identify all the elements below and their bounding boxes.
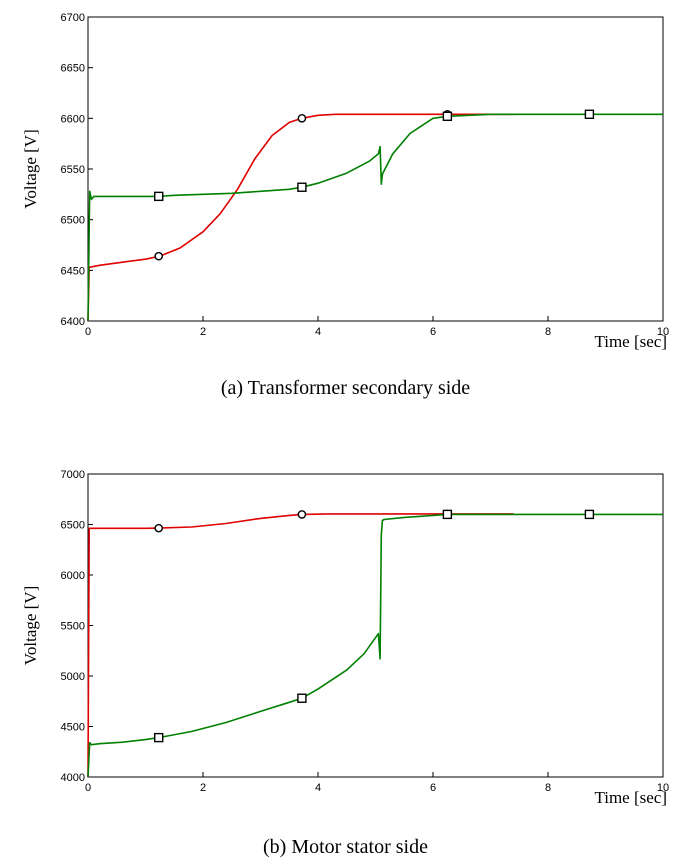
series-line-1 (87, 113, 663, 322)
series-marker-square (442, 111, 453, 122)
y-tick-label: 6000 (61, 570, 85, 582)
chart-panel-0: 0 2 4 6 8 10 6400 6450 6500 6550 6600 6650 6700 Time … (21, 12, 669, 399)
y-tick-label: 6450 (61, 265, 85, 277)
y-axis-label: Voltage [V] (21, 586, 40, 665)
y-tick-label: 5000 (61, 671, 85, 683)
plot-frame (87, 473, 664, 778)
x-tick-label: 4 (315, 782, 321, 794)
x-tick-label: 10 (657, 326, 669, 338)
y-tick-label: 4000 (61, 772, 85, 784)
series-marker-circle (297, 114, 307, 123)
series-marker-square (442, 509, 453, 520)
series-marker-square (297, 182, 307, 192)
x-tick-label: 8 (545, 326, 551, 338)
x-tick-label: 2 (200, 326, 206, 338)
x-tick-label: 2 (200, 782, 206, 794)
x-axis-label: Time [sec] (594, 788, 667, 807)
x-tick-label: 0 (85, 782, 91, 794)
series-marker-square (297, 693, 307, 703)
chart-panel-1: 0 2 4 6 8 10 4000 4500 5000 5500 6000 6500 7000 Time … (21, 469, 669, 858)
series-marker-circle (297, 510, 307, 519)
series-marker-square (584, 509, 595, 520)
series-marker-circle (154, 251, 164, 261)
y-tick-label: 6650 (61, 63, 85, 75)
y-tick-label: 6400 (61, 316, 85, 328)
x-axis-label: Time [sec] (594, 332, 667, 351)
y-tick-label: 6600 (61, 113, 85, 125)
chart-caption: (b) Motor stator side (263, 836, 428, 858)
y-tick-label: 6700 (61, 12, 85, 24)
y-tick-label: 5500 (61, 621, 85, 633)
series-line-1 (87, 513, 663, 778)
x-tick-label: 10 (657, 782, 669, 794)
series-line-0 (87, 513, 514, 778)
x-tick-label: 6 (430, 326, 436, 338)
x-tick-label: 8 (545, 782, 551, 794)
series-marker-circle (154, 523, 164, 533)
x-tick-label: 0 (85, 326, 91, 338)
x-tick-label: 4 (315, 326, 321, 338)
plot-frame (87, 16, 664, 322)
series-line-0 (87, 113, 514, 322)
y-tick-label: 4500 (61, 722, 85, 734)
y-axis-label: Voltage [V] (21, 129, 40, 208)
series-marker-square (154, 732, 164, 743)
x-tick-label: 6 (430, 782, 436, 794)
series-marker-square (584, 109, 595, 119)
chart-caption: (a) Transformer secondary side (221, 377, 470, 399)
y-tick-label: 6500 (61, 215, 85, 227)
y-tick-label: 6500 (61, 520, 85, 532)
series-marker-square (154, 191, 164, 202)
y-tick-label: 6550 (61, 164, 85, 176)
y-tick-label: 7000 (61, 469, 85, 481)
